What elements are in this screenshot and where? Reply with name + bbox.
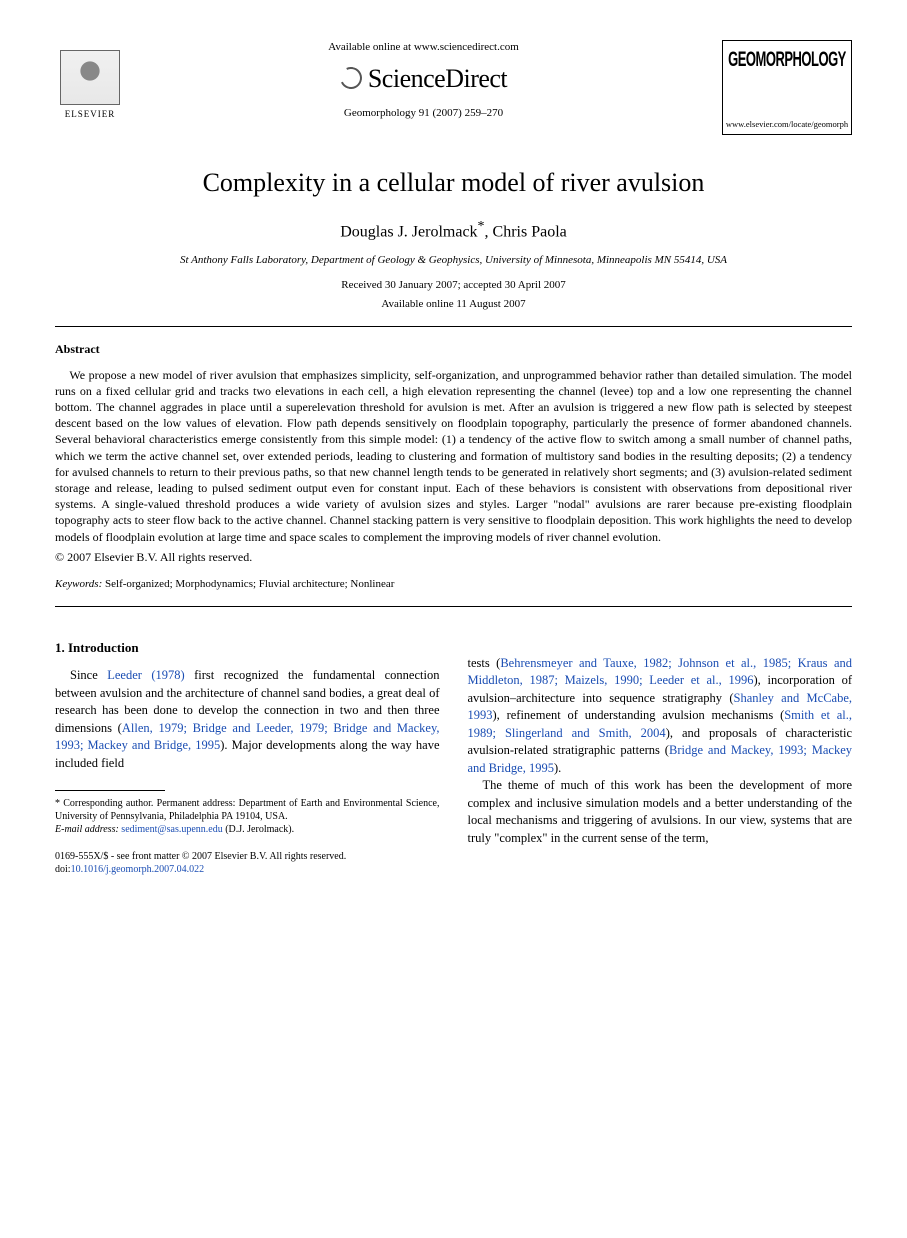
abstract-body: We propose a new model of river avulsion… bbox=[55, 367, 852, 545]
keywords-text: Self-organized; Morphodynamics; Fluvial … bbox=[102, 578, 394, 590]
email-link[interactable]: sediment@sas.upenn.edu bbox=[121, 824, 222, 835]
rule-above-abstract bbox=[55, 326, 852, 327]
abstract-heading: Abstract bbox=[55, 341, 852, 357]
sciencedirect-text: ScienceDirect bbox=[368, 61, 507, 96]
abstract-text: We propose a new model of river avulsion… bbox=[55, 368, 852, 544]
email-label: E-mail address: bbox=[55, 824, 119, 835]
copyright-line: © 2007 Elsevier B.V. All rights reserved… bbox=[55, 549, 852, 565]
elsevier-tree-icon bbox=[60, 50, 120, 105]
author-2: Chris Paola bbox=[493, 223, 567, 240]
journal-reference: Geomorphology 91 (2007) 259–270 bbox=[125, 106, 722, 121]
col2-text-mid2: ), refinement of understanding avulsion … bbox=[493, 708, 785, 722]
column-right-offset bbox=[468, 621, 853, 655]
col2-text-pre: tests ( bbox=[468, 656, 501, 670]
sciencedirect-swirl-icon bbox=[337, 64, 365, 92]
ref-leeder-1978[interactable]: Leeder (1978) bbox=[107, 668, 184, 682]
email-post: (D.J. Jerolmack). bbox=[223, 824, 294, 835]
journal-url: www.elsevier.com/locate/geomorph bbox=[725, 119, 849, 130]
column-right: tests (Behrensmeyer and Tauxe, 1982; Joh… bbox=[468, 621, 853, 876]
journal-cover-box: GEOMORPHOLOGY www.elsevier.com/locate/ge… bbox=[722, 40, 852, 135]
rule-below-keywords bbox=[55, 606, 852, 607]
journal-banner: GEOMORPHOLOGY bbox=[725, 45, 849, 90]
body-columns: 1. Introduction Since Leeder (1978) firs… bbox=[55, 621, 852, 876]
received-dates: Received 30 January 2007; accepted 30 Ap… bbox=[55, 278, 852, 293]
page-header: ELSEVIER Available online at www.science… bbox=[55, 40, 852, 135]
footnote-separator bbox=[55, 790, 165, 791]
corresponding-star-icon: * bbox=[478, 219, 485, 234]
column-left: 1. Introduction Since Leeder (1978) firs… bbox=[55, 621, 440, 876]
intro-para-2: The theme of much of this work has been … bbox=[468, 777, 853, 847]
footer-meta: 0169-555X/$ - see front matter © 2007 El… bbox=[55, 850, 440, 876]
available-online-text: Available online at www.sciencedirect.co… bbox=[125, 40, 722, 55]
intro-para-1-cont: tests (Behrensmeyer and Tauxe, 1982; Joh… bbox=[468, 655, 853, 778]
keywords-label: Keywords: bbox=[55, 578, 102, 590]
author-1: Douglas J. Jerolmack bbox=[340, 223, 477, 240]
col2-text-post: ). bbox=[554, 761, 561, 775]
intro-text-pre: Since bbox=[70, 668, 107, 682]
online-date: Available online 11 August 2007 bbox=[55, 297, 852, 312]
elsevier-logo: ELSEVIER bbox=[55, 40, 125, 120]
sciencedirect-logo: ScienceDirect bbox=[340, 61, 507, 96]
authors-line: Douglas J. Jerolmack*, Chris Paola bbox=[55, 218, 852, 243]
front-matter-line: 0169-555X/$ - see front matter © 2007 El… bbox=[55, 851, 346, 862]
elsevier-label: ELSEVIER bbox=[65, 108, 116, 120]
article-title: Complexity in a cellular model of river … bbox=[55, 165, 852, 200]
doi-link[interactable]: 10.1016/j.geomorph.2007.04.022 bbox=[71, 864, 205, 875]
keywords-line: Keywords: Self-organized; Morphodynamics… bbox=[55, 577, 852, 592]
corresponding-footnote: * Corresponding author. Permanent addres… bbox=[55, 797, 440, 836]
section-1-heading: 1. Introduction bbox=[55, 639, 440, 657]
center-header: Available online at www.sciencedirect.co… bbox=[125, 40, 722, 121]
doi-label: doi: bbox=[55, 864, 71, 875]
intro-para-1: Since Leeder (1978) first recognized the… bbox=[55, 667, 440, 772]
footnote-corr-text: * Corresponding author. Permanent addres… bbox=[55, 798, 440, 822]
affiliation: St Anthony Falls Laboratory, Department … bbox=[55, 253, 852, 268]
